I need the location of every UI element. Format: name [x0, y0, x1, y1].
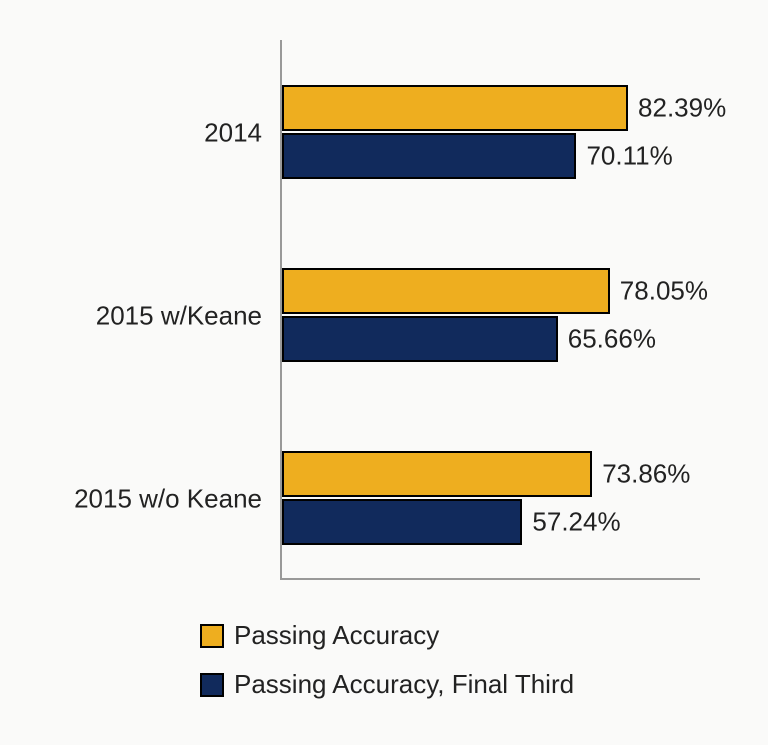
legend-swatch: [200, 673, 224, 697]
bar-passing: [282, 268, 610, 314]
bar-value-label: 73.86%: [602, 459, 690, 490]
bar-value-label: 65.66%: [568, 324, 656, 355]
bar-final-third: [282, 499, 522, 545]
bar-value-label: 70.11%: [586, 141, 672, 172]
bar-value-label: 82.39%: [638, 93, 726, 124]
bar-final-third: [282, 316, 558, 362]
bar-value-label: 57.24%: [532, 507, 620, 538]
group-2015-without-keane: 2015 w/o Keane 73.86% 57.24%: [282, 451, 700, 547]
bar-row-final-third: 70.11%: [282, 133, 700, 179]
bar-row-passing: 78.05%: [282, 268, 700, 314]
chart-container: 2014 82.39% 70.11% 2015 w/Keane 78.05% 6…: [0, 0, 768, 745]
group-2015-with-keane: 2015 w/Keane 78.05% 65.66%: [282, 268, 700, 364]
bar-passing: [282, 85, 628, 131]
legend-item-passing: Passing Accuracy: [200, 620, 574, 651]
category-label: 2014: [204, 118, 282, 149]
category-label: 2015 w/Keane: [96, 301, 282, 332]
plot-area: 2014 82.39% 70.11% 2015 w/Keane 78.05% 6…: [280, 40, 700, 580]
bar-row-final-third: 57.24%: [282, 499, 700, 545]
group-2014: 2014 82.39% 70.11%: [282, 85, 700, 181]
bar-final-third: [282, 133, 576, 179]
legend-label: Passing Accuracy: [234, 620, 439, 651]
legend-item-final-third: Passing Accuracy, Final Third: [200, 669, 574, 700]
bar-value-label: 78.05%: [620, 276, 708, 307]
legend: Passing Accuracy Passing Accuracy, Final…: [200, 620, 574, 718]
legend-swatch: [200, 624, 224, 648]
legend-label: Passing Accuracy, Final Third: [234, 669, 574, 700]
bar-row-final-third: 65.66%: [282, 316, 700, 362]
bar-passing: [282, 451, 592, 497]
bar-row-passing: 73.86%: [282, 451, 700, 497]
bar-row-passing: 82.39%: [282, 85, 700, 131]
category-label: 2015 w/o Keane: [74, 484, 282, 515]
